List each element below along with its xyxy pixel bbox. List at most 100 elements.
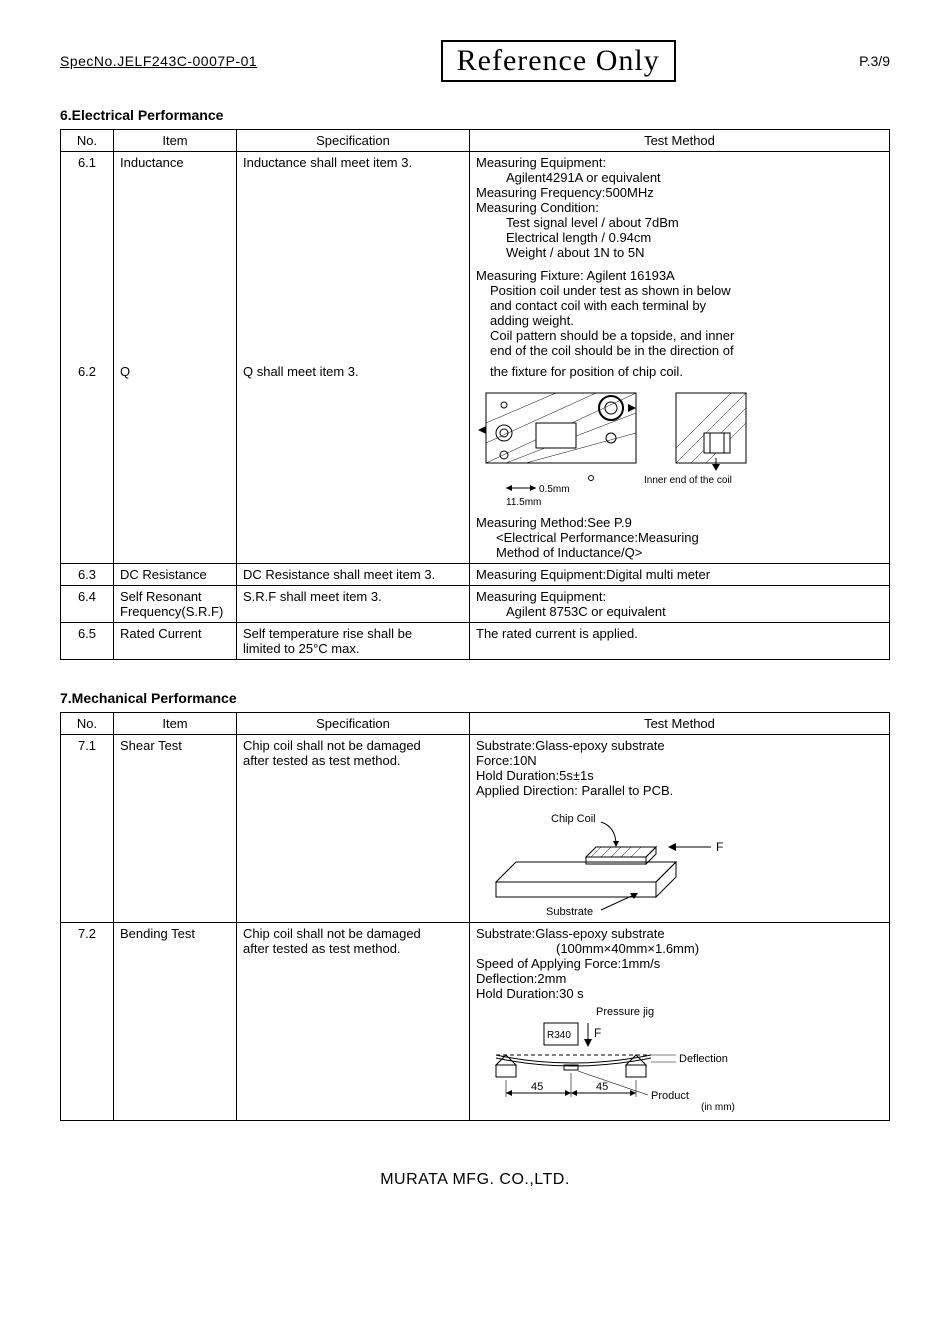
section6-title: 6.Electrical Performance <box>60 107 890 123</box>
cell-spec: Chip coil shall not be damaged after tes… <box>237 735 470 923</box>
text: adding weight. <box>476 313 883 328</box>
cell-no: 6.3 <box>61 564 114 586</box>
col-test: Test Method <box>470 713 890 735</box>
table-row: 7.2 Bending Test Chip coil shall not be … <box>61 923 890 1121</box>
reference-only-box: Reference Only <box>441 40 676 82</box>
section7-title: 7.Mechanical Performance <box>60 690 890 706</box>
text: Substrate:Glass-epoxy substrate <box>476 738 665 753</box>
text: Test signal level / about 7dBm <box>476 215 883 230</box>
cell-no: 6.2 <box>61 361 114 564</box>
text: Electrical length / 0.94cm <box>476 230 883 245</box>
text: Substrate:Glass-epoxy substrate <box>476 926 665 941</box>
cell-spec: S.R.F shall meet item 3. <box>237 586 470 623</box>
label-f: F <box>716 840 723 854</box>
cell-test: Substrate:Glass-epoxy substrate (100mm×4… <box>470 923 890 1121</box>
table-row: 6.3 DC Resistance DC Resistance shall me… <box>61 564 890 586</box>
cell-no: 7.2 <box>61 923 114 1121</box>
bending-test-diagram: Pressure jig R340 F <box>476 1005 883 1115</box>
text: Agilent4291A or equivalent <box>476 170 883 185</box>
text: Measuring Equipment: <box>476 589 606 604</box>
footer-company: MURATA MFG. CO.,LTD. <box>60 1171 890 1189</box>
label-substrate: Substrate <box>546 906 593 917</box>
cell-item: Q <box>114 361 237 564</box>
cell-spec: Inductance shall meet item 3. <box>237 152 470 362</box>
text: after tested as test method. <box>243 941 401 956</box>
label-chip-coil: Chip Coil <box>551 813 596 825</box>
electrical-performance-table: No. Item Specification Test Method 6.1 I… <box>60 129 890 660</box>
text: Chip coil shall not be damaged <box>243 926 421 941</box>
cell-test: Measuring Equipment: Agilent4291A or equ… <box>470 152 890 362</box>
text: Method of Inductance/Q> <box>476 545 883 560</box>
cell-item: Rated Current <box>114 623 237 660</box>
text: and contact coil with each terminal by <box>476 298 883 313</box>
table-row: 7.1 Shear Test Chip coil shall not be da… <box>61 735 890 923</box>
cell-spec: DC Resistance shall meet item 3. <box>237 564 470 586</box>
label-inner-end: Inner end of the coil <box>644 475 732 486</box>
text: Hold Duration:5s±1s <box>476 768 594 783</box>
text: Measuring Equipment: <box>476 155 606 170</box>
text: Speed of Applying Force:1mm/s <box>476 956 660 971</box>
text: Hold Duration:30 s <box>476 986 584 1001</box>
label-r340: R340 <box>547 1030 571 1041</box>
shear-test-diagram: Chip Coil F Substrate <box>476 802 883 917</box>
table-row: 6.5 Rated Current Self temperature rise … <box>61 623 890 660</box>
col-spec: Specification <box>237 130 470 152</box>
label-deflection: Deflection <box>679 1053 728 1065</box>
text: <Electrical Performance:Measuring <box>476 530 883 545</box>
text: Coil pattern should be a topside, and in… <box>476 328 883 343</box>
text: Applied Direction: Parallel to PCB. <box>476 783 673 798</box>
page-header: SpecNo.JELF243C-0007P-01 Reference Only … <box>60 40 890 82</box>
cell-no: 6.1 <box>61 152 114 362</box>
table-row: 6.1 Inductance Inductance shall meet ite… <box>61 152 890 362</box>
col-no: No. <box>61 713 114 735</box>
label-45a: 45 <box>531 1081 543 1093</box>
label-pressure-jig: Pressure jig <box>596 1006 654 1018</box>
text: Weight / about 1N to 5N <box>476 245 883 260</box>
text: after tested as test method. <box>243 753 401 768</box>
cell-test: the fixture for position of chip coil. <box>470 361 890 564</box>
text: Deflection:2mm <box>476 971 566 986</box>
cell-item: Bending Test <box>114 923 237 1121</box>
col-item: Item <box>114 130 237 152</box>
label-product: Product <box>651 1090 689 1102</box>
cell-test: Substrate:Glass-epoxy substrate Force:10… <box>470 735 890 923</box>
text: Position coil under test as shown in bel… <box>476 283 883 298</box>
col-spec: Specification <box>237 713 470 735</box>
text: Measuring Frequency:500MHz <box>476 185 654 200</box>
cell-spec: Chip coil shall not be damaged after tes… <box>237 923 470 1121</box>
label-unit: (in mm) <box>701 1102 735 1113</box>
text: Chip coil shall not be damaged <box>243 738 421 753</box>
label-115mm: 11.5mm <box>506 497 541 508</box>
mechanical-performance-table: No. Item Specification Test Method 7.1 S… <box>60 712 890 1121</box>
text: Self Resonant <box>120 589 202 604</box>
cell-item: DC Resistance <box>114 564 237 586</box>
text: (100mm×40mm×1.6mm) <box>476 941 699 956</box>
text: Measuring Method:See P.9 <box>476 515 632 530</box>
cell-spec: Self temperature rise shall be limited t… <box>237 623 470 660</box>
col-test: Test Method <box>470 130 890 152</box>
cell-spec: Q shall meet item 3. <box>237 361 470 564</box>
label-05mm: 0.5mm <box>539 484 570 495</box>
text: Measuring Fixture: Agilent 16193A <box>476 268 675 283</box>
cell-item: Self Resonant Frequency(S.R.F) <box>114 586 237 623</box>
cell-no: 6.5 <box>61 623 114 660</box>
text: Self temperature rise shall be <box>243 626 412 641</box>
label-45b: 45 <box>596 1081 608 1093</box>
text: end of the coil should be in the directi… <box>476 343 883 358</box>
label-f: F <box>594 1026 601 1040</box>
cell-test: Measuring Equipment:Digital multi meter <box>470 564 890 586</box>
table-row: 6.2 Q Q shall meet item 3. the fixture f… <box>61 361 890 564</box>
table-header-row: No. Item Specification Test Method <box>61 130 890 152</box>
fixture-diagram: 0.5mm 11.5mm Inner end of the coil <box>476 383 883 513</box>
cell-test: The rated current is applied. <box>470 623 890 660</box>
cell-no: 6.4 <box>61 586 114 623</box>
cell-test: Measuring Equipment: Agilent 8753C or eq… <box>470 586 890 623</box>
spec-number: SpecNo.JELF243C-0007P-01 <box>60 53 257 69</box>
text: Frequency(S.R.F) <box>120 604 223 619</box>
table-row: 6.4 Self Resonant Frequency(S.R.F) S.R.F… <box>61 586 890 623</box>
page-number: P.3/9 <box>859 53 890 69</box>
text: Agilent 8753C or equivalent <box>476 604 883 619</box>
text: the fixture for position of chip coil. <box>476 364 883 379</box>
text: Force:10N <box>476 753 537 768</box>
col-item: Item <box>114 713 237 735</box>
